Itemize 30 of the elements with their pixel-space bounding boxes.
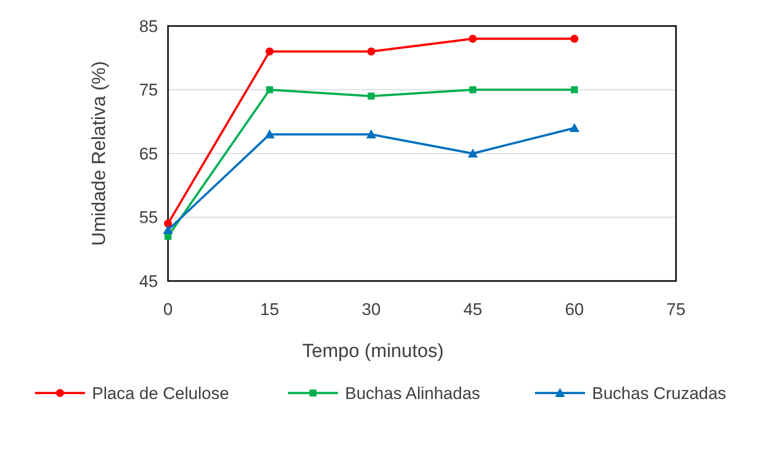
legend-label: Placa de Celulose: [92, 384, 230, 403]
x-tick-label: 15: [260, 300, 280, 319]
point: [468, 148, 478, 158]
point: [164, 220, 172, 228]
point: [469, 86, 476, 94]
x-axis-title: Tempo (minutos): [302, 341, 444, 362]
point: [570, 86, 578, 94]
point: [368, 92, 375, 100]
y-tick-label: 85: [139, 16, 158, 36]
y-tick-label: 45: [139, 272, 158, 291]
y-axis-title: Umidade Relativa (%): [89, 61, 110, 246]
x-tick-label: 60: [564, 300, 584, 319]
x-tick-label: 0: [163, 300, 173, 319]
point: [570, 34, 578, 43]
point: [367, 48, 376, 56]
x-tick-label: 45: [463, 300, 482, 319]
point: [266, 86, 274, 94]
y-tick-label: 55: [139, 208, 158, 228]
legend-label: Buchas Alinhadas: [345, 384, 480, 403]
point: [468, 34, 477, 43]
point: [264, 129, 275, 138]
point: [163, 225, 173, 234]
point: [569, 123, 580, 132]
y-tick-label: 75: [139, 80, 158, 100]
legend-label: Buchas Cruzadas: [592, 384, 726, 403]
x-tick-label: 30: [362, 300, 381, 319]
point: [366, 129, 376, 138]
y-tick-label: 65: [139, 144, 158, 164]
x-tick-label: 75: [666, 300, 686, 319]
point: [266, 48, 274, 56]
